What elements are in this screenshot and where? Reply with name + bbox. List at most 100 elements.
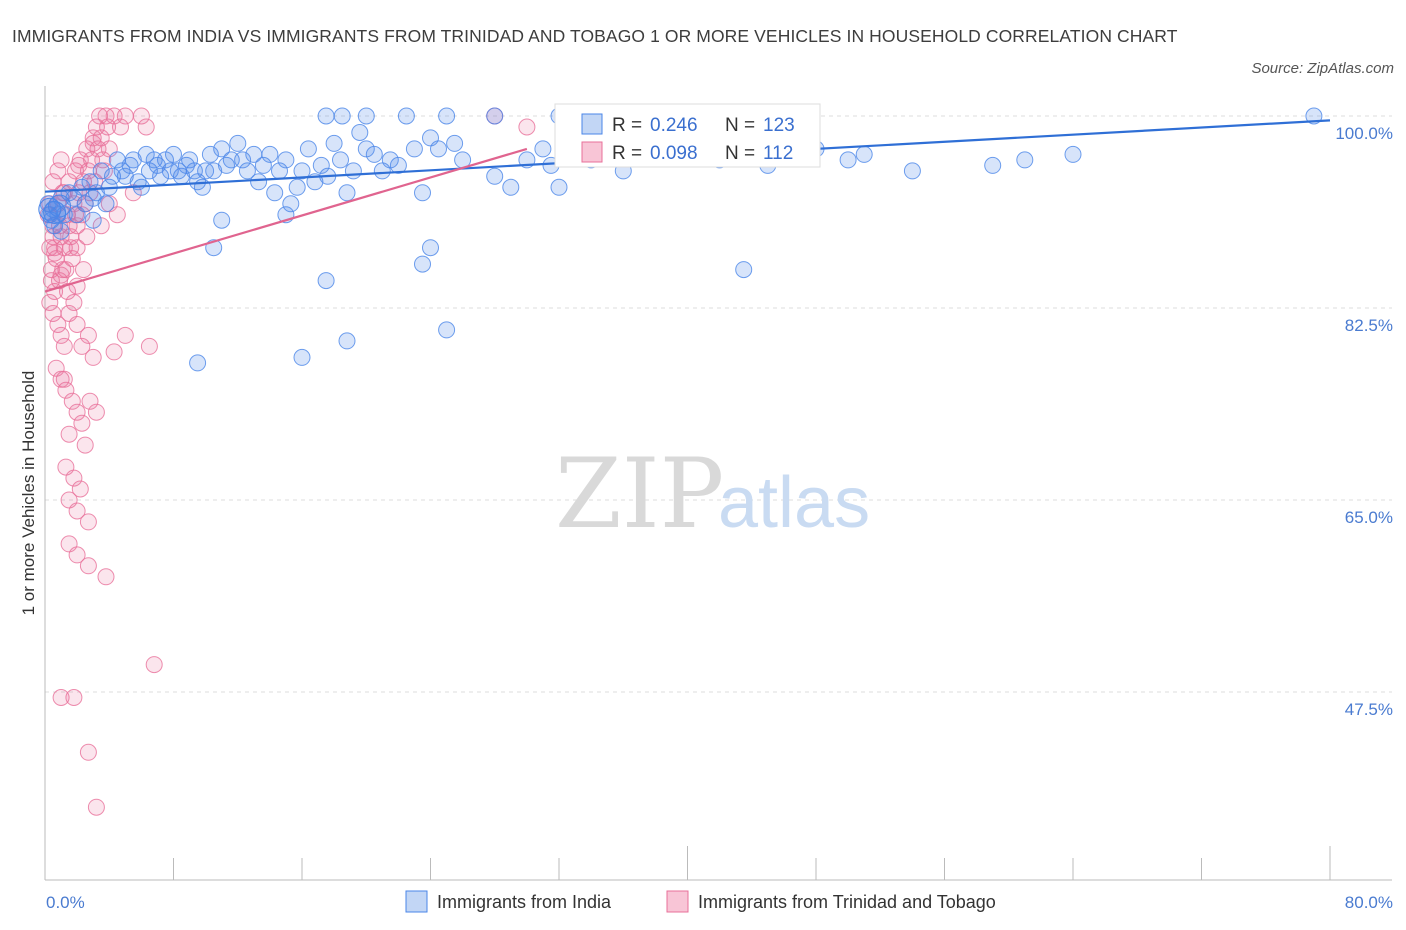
- point-trinidad-21: [73, 206, 91, 224]
- point-trinidad-63: [63, 392, 81, 410]
- watermark-zip: ZIP: [555, 438, 724, 550]
- point-trinidad-41: [116, 107, 134, 125]
- point-trinidad-42: [132, 107, 150, 125]
- legend-swatch-india: [405, 890, 428, 913]
- point-trinidad-99: [75, 261, 92, 279]
- point-india-75: [405, 140, 423, 158]
- point-india-118: [422, 239, 439, 257]
- point-india-95: [839, 151, 857, 169]
- point-india-46: [218, 156, 235, 174]
- point-trinidad-66: [81, 392, 99, 410]
- point-india-104: [397, 107, 415, 125]
- point-trinidad-50: [41, 294, 59, 311]
- stats-r-label-trinidad: R =: [612, 143, 642, 164]
- point-trinidad-67: [87, 403, 105, 421]
- point-trinidad-105: [46, 244, 64, 262]
- point-india-98: [984, 156, 1002, 174]
- watermark: ZIP atlas: [555, 438, 870, 550]
- point-trinidad-45: [49, 162, 67, 180]
- point-trinidad-82: [65, 689, 83, 706]
- point-trinidad-34: [94, 151, 112, 169]
- stats-n-label-trinidad: N =: [725, 143, 755, 164]
- point-trinidad-74: [71, 480, 89, 498]
- point-trinidad-44: [44, 173, 62, 191]
- point-india-cluster-1: [43, 201, 67, 224]
- point-india-116: [317, 272, 335, 290]
- point-trinidad-73: [68, 502, 86, 520]
- point-india-24: [124, 151, 142, 169]
- axes: [44, 86, 1392, 881]
- point-india-34: [165, 145, 182, 163]
- point-trinidad-68: [60, 425, 78, 443]
- point-india-113: [84, 211, 102, 229]
- point-india-66: [332, 151, 349, 169]
- point-india-114: [52, 222, 70, 240]
- point-trinidad-96: [59, 283, 76, 300]
- legend-label-india: Immigrants from India: [437, 892, 612, 912]
- watermark-atlas: atlas: [718, 463, 870, 543]
- stats-r-value-trinidad: 0.098: [650, 143, 698, 164]
- point-india-122: [438, 321, 456, 339]
- point-india-53: [254, 156, 272, 174]
- point-trinidad-109: [518, 118, 536, 136]
- point-trinidad-110: [84, 134, 102, 152]
- point-india-57: [277, 151, 295, 169]
- point-india-49: [234, 151, 252, 169]
- stats-r-label-india: R =: [612, 115, 642, 136]
- y-tick-label-1: 82.5%: [1345, 316, 1393, 335]
- point-india-71: [365, 145, 383, 163]
- point-india-106: [486, 107, 504, 125]
- point-trinidad-52: [49, 316, 67, 333]
- point-india-55: [266, 184, 284, 202]
- point-india-63: [312, 156, 330, 174]
- point-india-67: [338, 184, 356, 202]
- point-trinidad-40: [112, 118, 129, 136]
- point-trinidad-53: [52, 326, 70, 344]
- point-trinidad-106: [52, 266, 70, 284]
- point-india-74: [389, 156, 407, 174]
- point-india-65: [325, 134, 343, 152]
- x-tick-label-1: 80.0%: [1345, 893, 1393, 912]
- point-india-48: [229, 134, 247, 152]
- point-india-111: [213, 211, 231, 229]
- point-india-82: [502, 178, 520, 196]
- point-india-76: [414, 184, 431, 202]
- point-trinidad-71: [65, 469, 83, 487]
- point-trinidad-37: [99, 118, 117, 136]
- point-trinidad-86: [140, 337, 158, 355]
- point-trinidad-15: [63, 250, 81, 268]
- point-india-58: [282, 195, 300, 213]
- point-india-43: [201, 145, 219, 163]
- point-india-17: [97, 195, 115, 213]
- stats-n-label-india: N =: [725, 115, 755, 136]
- point-india-119: [293, 348, 311, 366]
- y-tick-label-2: 65.0%: [1345, 508, 1393, 527]
- point-india-60: [293, 162, 311, 180]
- stats-n-value-trinidad: 112: [763, 143, 793, 164]
- legend-label-trinidad: Immigrants from Trinidad and Tobago: [698, 892, 996, 912]
- trend-line-trinidad: [44, 147, 528, 293]
- point-india-44: [205, 162, 223, 180]
- stats-n-value-india: 123: [763, 115, 795, 136]
- point-trinidad-43: [137, 118, 155, 136]
- y-tick-label-0: 100.0%: [1335, 124, 1393, 143]
- stats-swatch-trinidad: [581, 141, 603, 163]
- point-india-45: [213, 140, 231, 158]
- point-india-84: [534, 140, 552, 158]
- point-india-52: [250, 173, 268, 191]
- point-india-81: [486, 167, 504, 185]
- legend-swatch-trinidad: [666, 890, 689, 913]
- point-trinidad-56: [65, 294, 83, 311]
- point-india-102: [333, 107, 351, 125]
- point-india-96: [855, 145, 873, 163]
- point-india-4: [46, 217, 64, 235]
- point-trinidad-77: [68, 546, 86, 564]
- point-india-23: [121, 156, 139, 174]
- point-trinidad-47: [55, 184, 73, 202]
- point-trinidad-1: [41, 239, 59, 257]
- point-india-117: [414, 255, 431, 273]
- point-trinidad-62: [57, 381, 75, 399]
- x-tick-label-0: 0.0%: [46, 893, 85, 912]
- point-india-14: [84, 189, 102, 207]
